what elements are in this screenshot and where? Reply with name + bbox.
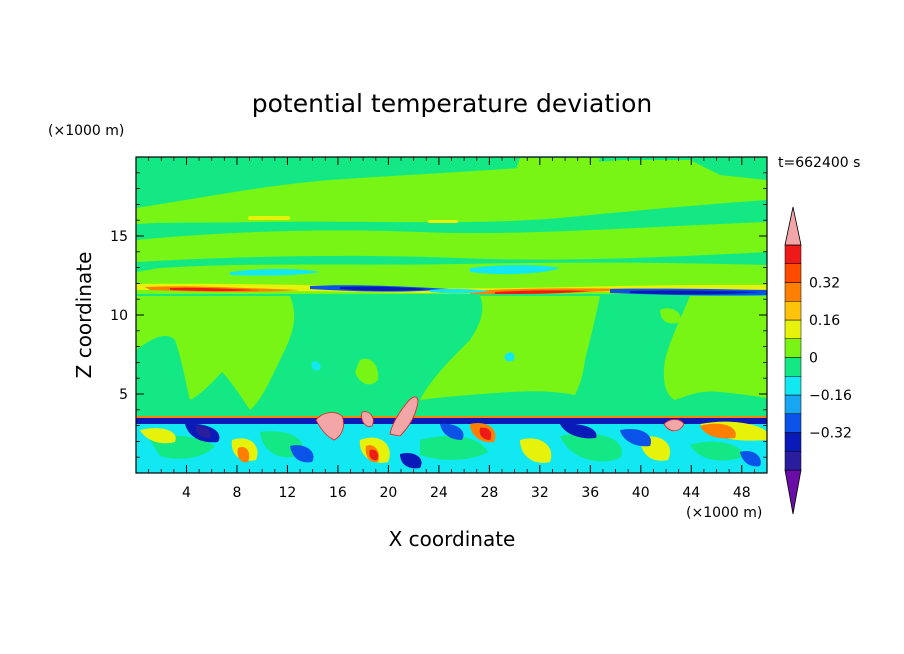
y-tick-label: 15 (110, 229, 128, 245)
x-axis-label: X coordinate (389, 527, 516, 551)
y-axis-ticks: 5 10 15 (110, 172, 767, 458)
x-axis-ticks: 4 8 12 16 20 24 28 32 36 40 44 48 (148, 157, 755, 501)
y-tick-label: 5 (119, 387, 128, 403)
bl-blue-1 (290, 445, 314, 463)
bl-yellow-1 (140, 428, 176, 444)
colorbar-segment (784, 451, 802, 471)
pink-cell-4 (663, 419, 685, 432)
upper-band-3 (136, 262, 767, 282)
bl-top-navy (136, 418, 767, 424)
inversion-red-right (495, 290, 590, 294)
pink-cell-1 (315, 412, 344, 441)
colorbar-segment (784, 301, 802, 321)
bl-top-orange (136, 416, 767, 418)
x-unit-label: (×1000 m) (686, 505, 762, 521)
colorbar-tick-label: 0.16 (809, 313, 840, 329)
pink-cell-2 (361, 411, 374, 427)
bl-orange-4 (700, 423, 736, 439)
x-tick-label: 8 (232, 485, 241, 501)
plume-cyan-1 (504, 352, 515, 362)
inversion-cyan (430, 288, 490, 294)
upper-band-2 (136, 222, 767, 262)
bl-red-2 (369, 449, 379, 461)
colorbar-segment (784, 394, 802, 414)
colorbar-segment (784, 319, 802, 339)
bl-red-1 (479, 427, 492, 440)
heatmap-field (136, 157, 767, 473)
upper-band-1 (136, 160, 767, 224)
colorbar-segment (784, 338, 802, 358)
colorbar-segment (784, 376, 802, 396)
colorbar-max-triangle (784, 206, 802, 246)
bl-blue-3 (740, 450, 761, 467)
bl-green-4 (560, 433, 622, 462)
chart-title: potential temperature deviation (252, 89, 652, 118)
bl-green-5 (690, 441, 745, 461)
colorbar-segment (784, 244, 802, 264)
colorbar-tick-label: 0.32 (809, 276, 840, 292)
colorbar-segment (784, 263, 802, 283)
bl-green-3 (420, 436, 488, 460)
plume-left (136, 296, 295, 410)
plume-right (663, 296, 767, 400)
inversion-red-left (170, 287, 260, 292)
x-tick-label: 16 (329, 485, 347, 501)
plume-small-2 (660, 308, 681, 324)
upper-band-1b (500, 158, 600, 215)
x-tick-label: 44 (682, 485, 700, 501)
bl-purple-1 (195, 425, 211, 438)
colorbar-tick-label: 0 (809, 351, 818, 367)
colorbar-segment (784, 413, 802, 433)
plume-cyan-2 (311, 361, 321, 371)
y-axis-label: Z coordinate (72, 252, 96, 379)
x-tick-label: 20 (379, 485, 397, 501)
bl-blue-2 (620, 428, 651, 447)
x-tick-label: 24 (430, 485, 448, 501)
colorbar-segment (784, 357, 802, 377)
bl-navy-3 (400, 452, 422, 469)
colorbar-segment (784, 432, 802, 452)
inversion-navy-right (630, 290, 760, 295)
colorbar-min-triangle (784, 469, 802, 515)
colorbar-segment (784, 282, 802, 302)
bl-blue-4 (440, 423, 464, 440)
inversion-navy-left (340, 286, 430, 291)
x-tick-label: 12 (279, 485, 297, 501)
x-tick-label: 32 (531, 485, 549, 501)
x-tick-label: 28 (480, 485, 498, 501)
y-unit-label: (×1000 m) (48, 123, 124, 139)
plume-center (420, 296, 600, 400)
time-label: t=662400 s (778, 155, 860, 171)
bl-yellow-4 (520, 438, 552, 463)
x-tick-label: 48 (733, 485, 751, 501)
y-tick-label: 10 (110, 308, 128, 324)
colorbar: 0.32 0.16 0 −0.16 −0.32 (784, 206, 852, 515)
x-tick-label: 40 (632, 485, 650, 501)
upper-cyan-2 (230, 269, 320, 276)
colorbar-tick-label: −0.16 (809, 388, 852, 404)
bl-navy-2 (560, 423, 597, 439)
pink-cell-3 (389, 396, 419, 437)
bl-orange-1 (237, 446, 250, 463)
upper-cyan-1 (470, 265, 560, 275)
upper-yellow-1 (248, 216, 290, 220)
x-tick-label: 36 (581, 485, 599, 501)
upper-yellow-2 (428, 220, 458, 223)
colorbar-tick-label: −0.32 (809, 426, 852, 442)
x-tick-label: 4 (182, 485, 191, 501)
plume-small-1 (355, 358, 379, 385)
